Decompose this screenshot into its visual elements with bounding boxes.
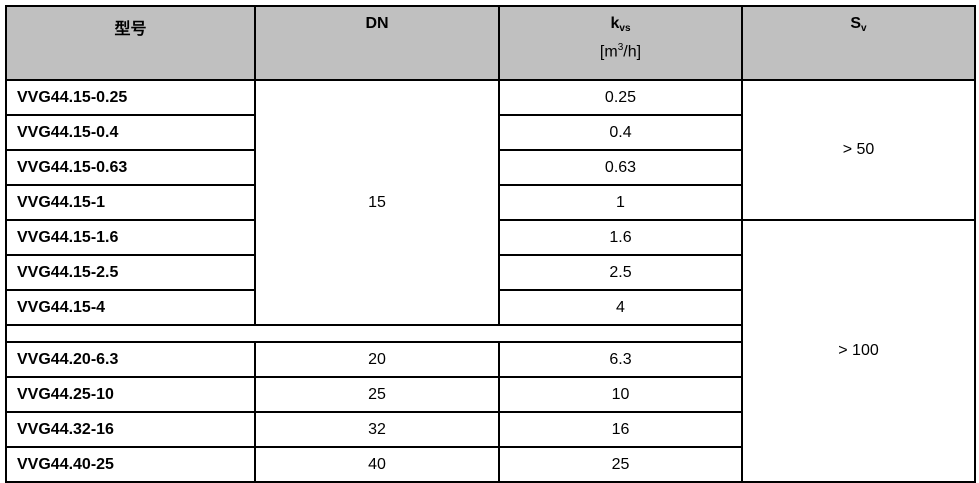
- sv-label: S: [850, 15, 862, 32]
- dn-cell: 32: [254, 411, 500, 448]
- table-row: VVG44.15-0.25 15 0.25 > 50: [5, 79, 976, 326]
- model-cell: VVG44.20-6.3: [5, 341, 256, 378]
- model-cell: VVG44.15-0.63: [5, 149, 256, 186]
- table-row: VVG44.15-1.6 1.6 > 100: [5, 219, 976, 483]
- kvs-cell: 1: [498, 184, 743, 221]
- dn-cell: 40: [254, 446, 500, 483]
- sv-cell: > 100: [741, 219, 976, 483]
- kvs-unit: [m3/h]: [500, 42, 741, 61]
- table-row: VVG44.25-10 25 10: [5, 376, 975, 413]
- model-cell: VVG44.15-2.5: [5, 254, 256, 291]
- unit-sup: 3: [617, 42, 624, 53]
- kvs-cell: 6.3: [498, 341, 743, 378]
- model-cell: VVG44.15-1.6: [5, 219, 256, 256]
- unit-post: /h]: [623, 43, 642, 61]
- kvs-cell: 4: [498, 289, 743, 326]
- kvs-cell: 0.63: [498, 149, 743, 186]
- kvs-cell: 0.4: [498, 114, 743, 151]
- table-row: VVG44.15-4 4: [5, 289, 975, 326]
- kvs-subscript: vs: [619, 23, 631, 34]
- table-row: VVG44.32-16 32 16: [5, 411, 975, 448]
- unit-pre: [m: [599, 43, 618, 61]
- sv-subscript: v: [861, 23, 867, 34]
- model-cell: VVG44.15-0.4: [5, 114, 256, 151]
- kvs-label: k: [610, 15, 620, 32]
- header-kvs: kvs [m3/h]: [498, 5, 743, 81]
- header-row: 型号 DN kvs [m3/h] Sv: [5, 5, 976, 81]
- kvs-cell: 25: [498, 446, 743, 483]
- kvs-cell: 2.5: [498, 254, 743, 291]
- sv-cell: > 50: [741, 79, 976, 221]
- table-row: VVG44.15-1 1: [5, 184, 975, 221]
- dn-cell: 25: [254, 376, 500, 413]
- spacer-cell: [5, 324, 743, 343]
- table-row: VVG44.20-6.3 20 6.3: [5, 341, 975, 378]
- table-row: VVG44.15-0.4 0.4: [5, 114, 975, 151]
- kvs-cell: 1.6: [498, 219, 743, 256]
- model-cell: VVG44.15-4: [5, 289, 256, 326]
- dn-cell: 15: [254, 79, 500, 326]
- header-model: 型号: [5, 5, 256, 81]
- header-sv: Sv: [741, 5, 976, 81]
- model-cell: VVG44.15-1: [5, 184, 256, 221]
- table-row: VVG44.15-2.5 2.5: [5, 254, 975, 291]
- valve-spec-table: 型号 DN kvs [m3/h] Sv VVG44.15-0.25 15 0.25…: [5, 5, 976, 483]
- model-cell: VVG44.25-10: [5, 376, 256, 413]
- spacer-row: [5, 324, 975, 343]
- model-cell: VVG44.32-16: [5, 411, 256, 448]
- kvs-cell: 0.25: [498, 79, 743, 116]
- header-dn: DN: [254, 5, 500, 81]
- kvs-cell: 16: [498, 411, 743, 448]
- kvs-cell: 10: [498, 376, 743, 413]
- dn-cell: 20: [254, 341, 500, 378]
- model-cell: VVG44.40-25: [5, 446, 256, 483]
- model-cell: VVG44.15-0.25: [5, 79, 256, 116]
- table-row: VVG44.15-0.63 0.63: [5, 149, 975, 186]
